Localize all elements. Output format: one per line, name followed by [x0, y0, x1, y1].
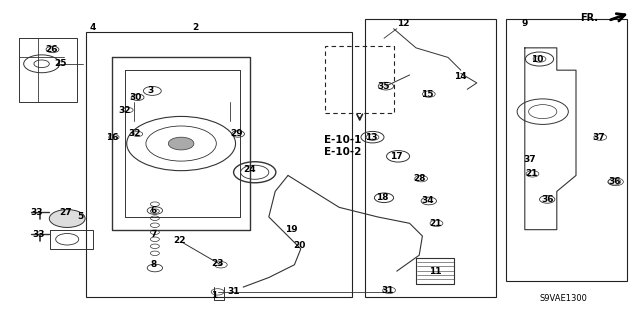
- Text: 13: 13: [365, 133, 378, 142]
- Text: 32: 32: [118, 106, 131, 115]
- Text: 30: 30: [129, 93, 142, 102]
- Bar: [325, 46, 394, 113]
- Text: 25: 25: [54, 59, 67, 68]
- Text: 20: 20: [293, 241, 306, 250]
- Text: 11: 11: [429, 267, 442, 276]
- Text: 36: 36: [608, 177, 621, 186]
- Text: 26: 26: [45, 45, 58, 54]
- Text: FR.: FR.: [580, 12, 598, 23]
- Bar: [365, 19, 496, 297]
- Text: E-10-1: E-10-1: [324, 135, 361, 145]
- Text: 14: 14: [454, 72, 467, 81]
- Text: 31: 31: [381, 286, 394, 295]
- Text: 37: 37: [524, 155, 536, 164]
- Text: 27: 27: [60, 208, 72, 217]
- Text: 15: 15: [421, 90, 434, 99]
- Text: 17: 17: [390, 152, 403, 161]
- Text: 2: 2: [192, 23, 198, 32]
- Bar: [506, 19, 627, 281]
- Text: 36: 36: [541, 195, 554, 204]
- Text: 34: 34: [421, 197, 434, 205]
- Text: 8: 8: [150, 260, 157, 269]
- Text: 23: 23: [211, 259, 224, 268]
- Text: 6: 6: [150, 206, 157, 215]
- Text: 35: 35: [378, 82, 390, 91]
- Text: 9: 9: [522, 19, 528, 28]
- Text: 4: 4: [90, 23, 96, 32]
- Text: 29: 29: [230, 130, 243, 138]
- Text: 21: 21: [429, 219, 442, 228]
- Text: E-10-2: E-10-2: [324, 146, 361, 157]
- Text: 5: 5: [77, 212, 83, 221]
- Text: 16: 16: [106, 133, 118, 142]
- Bar: [86, 32, 352, 297]
- Text: 10: 10: [531, 55, 544, 63]
- Text: 37: 37: [592, 133, 605, 142]
- Text: 19: 19: [285, 225, 298, 234]
- Text: 12: 12: [397, 19, 410, 28]
- Text: 28: 28: [413, 174, 426, 183]
- Text: 32: 32: [128, 130, 141, 138]
- Text: 1: 1: [211, 291, 218, 300]
- Text: 18: 18: [376, 193, 389, 202]
- Text: S9VAE1300: S9VAE1300: [540, 294, 587, 303]
- Text: 7: 7: [150, 230, 157, 239]
- Circle shape: [168, 137, 194, 150]
- Text: 22: 22: [173, 236, 186, 245]
- Text: 21: 21: [525, 169, 538, 178]
- Text: 3: 3: [147, 86, 154, 95]
- Text: 24: 24: [243, 165, 256, 174]
- Text: 33: 33: [32, 230, 45, 239]
- Text: 31: 31: [227, 287, 240, 296]
- Text: 33: 33: [31, 208, 44, 217]
- Circle shape: [49, 210, 85, 227]
